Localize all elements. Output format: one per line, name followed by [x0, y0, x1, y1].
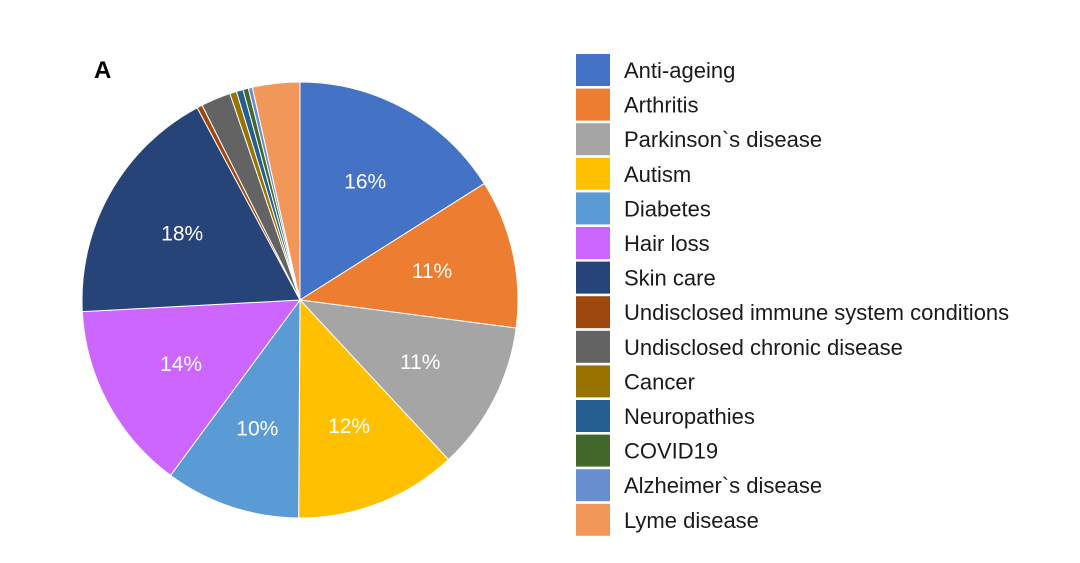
panel-label: A: [94, 57, 111, 84]
pie-slice-arthritis: [298, 182, 519, 329]
legend-label-neuropathies: Neuropathies: [624, 404, 755, 429]
pie-slices: [81, 81, 519, 519]
legend-label-covid19: COVID19: [624, 439, 718, 464]
pie-slice-parkinson-s-disease: [298, 299, 517, 461]
legend-label-arthritis: Arthritis: [624, 93, 699, 118]
legend-label-parkinson-s-disease: Parkinson`s disease: [624, 127, 822, 152]
slice-label-hair-loss: 14%: [160, 353, 202, 376]
legend-label-cancer: Cancer: [624, 369, 695, 394]
legend-swatch-anti-ageing: [576, 54, 610, 86]
legend-label-alzheimer-s-disease: Alzheimer`s disease: [624, 473, 822, 498]
legend-swatch-undisclosed-chronic-disease: [576, 330, 610, 363]
slice-label-anti-ageing: 16%: [344, 171, 386, 194]
legend-swatch-undisclosed-immune-system-conditions: [576, 296, 610, 329]
legend: Anti-ageing Arthritis Parkinson`s disease A…: [576, 54, 1009, 536]
legend-swatch-arthritis: [576, 88, 610, 121]
legend-swatch-alzheimer-s-disease: [576, 469, 610, 502]
slice-label-arthritis: 11%: [412, 260, 452, 283]
legend-swatch-cancer: [576, 365, 610, 398]
slice-label-diabetes: 10%: [236, 417, 278, 440]
slice-labels: 16% 11% 11% 12% 10% 14% 18%: [160, 171, 452, 441]
legend-swatch-hair-loss: [576, 227, 610, 259]
legend-label-undisclosed-chronic-disease: Undisclosed chronic disease: [624, 335, 903, 360]
legend-label-skin-care: Skin care: [624, 266, 716, 291]
legend-swatch-neuropathies: [576, 400, 610, 432]
legend-swatch-autism: [576, 157, 610, 190]
legend-swatch-parkinson-s-disease: [576, 123, 610, 156]
pie-slice-hair-loss: [81, 299, 302, 477]
legend-swatch-lyme-disease: [576, 503, 610, 536]
legend-label-autism: Autism: [624, 162, 691, 187]
legend-label-undisclosed-immune-system-conditions: Undisclosed immune system conditions: [624, 300, 1009, 325]
legend-swatch-covid19: [576, 434, 610, 467]
legend-swatch-diabetes: [576, 192, 610, 225]
pie-slice-diabetes: [169, 298, 301, 519]
pie-slice-lyme-disease: [251, 81, 301, 301]
legend-label-anti-ageing: Anti-ageing: [624, 58, 735, 83]
slice-label-parkinson-s-disease: 11%: [400, 351, 440, 374]
legend-label-diabetes: Diabetes: [624, 196, 711, 221]
legend-swatch-skin-care: [576, 261, 610, 294]
legend-label-lyme-disease: Lyme disease: [624, 508, 759, 533]
slice-label-skin-care: 18%: [161, 223, 203, 246]
legend-label-hair-loss: Hair loss: [624, 231, 710, 256]
slice-label-autism: 12%: [328, 415, 370, 438]
pie-slice-autism: [298, 298, 450, 519]
pie-slice-anti-ageing: [299, 81, 485, 301]
pie-slice-skin-care: [81, 107, 301, 313]
